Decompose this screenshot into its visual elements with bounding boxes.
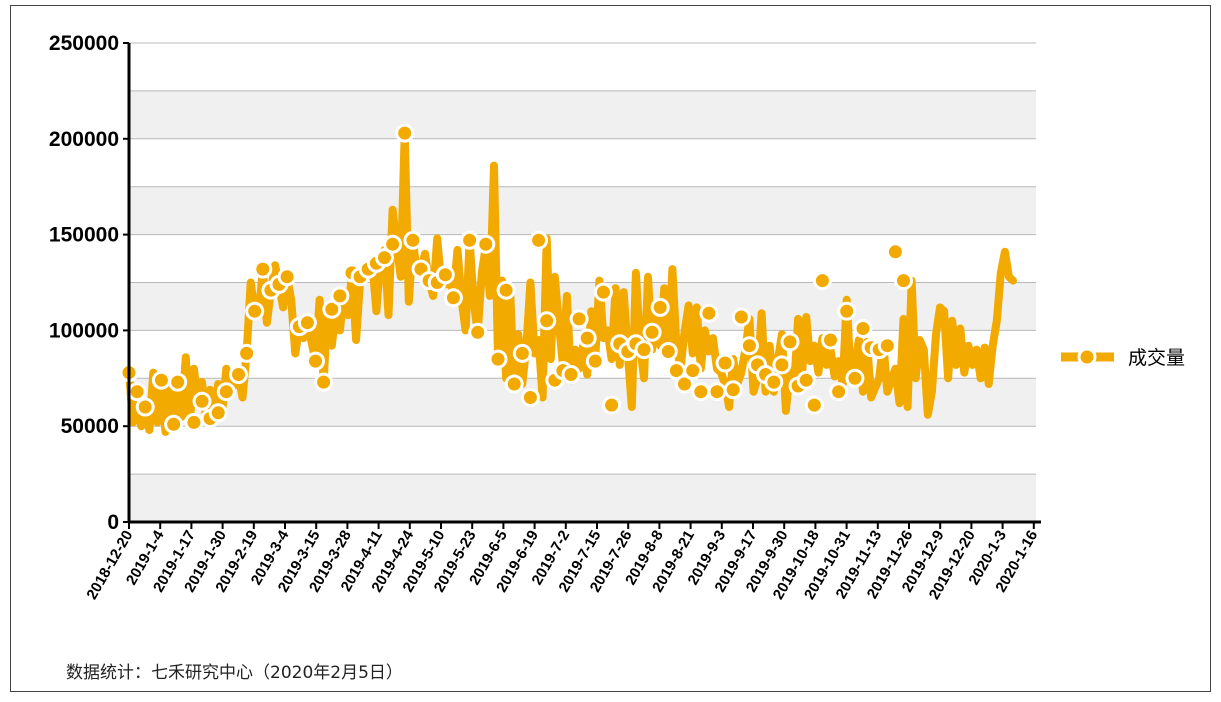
data-point	[577, 328, 597, 348]
legend-marker	[1077, 347, 1097, 367]
data-point	[520, 388, 540, 407]
grid-band	[129, 426, 1036, 475]
data-point	[443, 288, 463, 308]
data-point	[476, 234, 496, 254]
data-point	[216, 382, 236, 402]
data-point	[237, 343, 257, 363]
data-point	[650, 297, 670, 317]
data-point	[435, 265, 455, 285]
data-point	[804, 395, 824, 415]
x-tick-label: 2018-12-20	[83, 528, 136, 603]
data-point	[739, 336, 759, 356]
data-point	[764, 372, 784, 392]
data-point	[529, 230, 549, 250]
line-chart: 0 50000 100000 150000 200000 250000 2018-12-2…	[49, 32, 1185, 602]
data-point	[585, 351, 605, 371]
data-point	[683, 361, 703, 381]
grid-band	[129, 43, 1036, 91]
x-axis-ticks: 2018-12-202019-1-42019-1-172019-1-302019…	[83, 522, 1041, 602]
data-point	[853, 319, 873, 338]
source-note: 数据统计：七禾研究中心（2020年2月5日）	[66, 663, 403, 683]
data-point	[658, 342, 678, 361]
data-point	[561, 365, 581, 384]
data-point	[460, 230, 480, 250]
data-point	[488, 349, 508, 369]
data-point	[184, 412, 204, 432]
grid-band	[129, 186, 1036, 235]
grid-band	[129, 474, 1036, 522]
data-point	[691, 382, 711, 402]
data-point	[675, 374, 694, 394]
data-point	[723, 380, 743, 400]
y-tick-label: 0	[107, 511, 119, 534]
data-point	[151, 370, 171, 390]
data-point	[569, 309, 589, 329]
data-point	[877, 336, 897, 356]
y-tick-label: 250000	[49, 32, 119, 55]
data-point	[537, 311, 557, 331]
data-point	[322, 299, 342, 319]
data-point	[192, 391, 212, 411]
data-point	[602, 395, 622, 415]
legend: 成交量	[1061, 347, 1185, 369]
data-point	[330, 286, 350, 306]
data-point	[403, 230, 423, 250]
data-point	[812, 271, 832, 291]
data-point	[383, 234, 403, 254]
data-point	[468, 322, 488, 342]
series-markers	[119, 123, 913, 434]
data-point	[164, 414, 184, 434]
data-point	[277, 267, 297, 287]
data-point	[504, 374, 524, 394]
data-point	[780, 332, 800, 352]
data-point	[821, 330, 840, 350]
grid-band	[129, 138, 1036, 187]
data-point	[837, 301, 857, 321]
y-tick-label: 50000	[61, 415, 119, 438]
y-tick-label: 200000	[49, 128, 119, 151]
y-tick-label: 150000	[49, 224, 119, 247]
data-point	[127, 382, 147, 402]
data-point	[731, 307, 751, 327]
data-point	[642, 322, 662, 342]
data-point	[229, 365, 248, 384]
data-point	[707, 382, 727, 402]
data-point	[796, 370, 816, 390]
data-point	[245, 301, 265, 321]
data-point	[845, 368, 865, 388]
data-point	[894, 271, 913, 291]
data-point	[253, 259, 273, 279]
data-point	[885, 242, 905, 262]
chart-frame: 0 50000 100000 150000 200000 250000 2018-12-2…	[10, 5, 1211, 692]
legend-label-成交量: 成交量	[1128, 347, 1185, 369]
y-axis-ticks: 0 50000 100000 150000 200000 250000	[49, 32, 129, 534]
data-point	[634, 340, 654, 360]
data-point	[772, 355, 792, 375]
data-point	[699, 303, 719, 323]
grid-band	[129, 90, 1036, 139]
data-point	[306, 351, 325, 371]
y-tick-label: 100000	[49, 319, 119, 342]
data-point	[715, 353, 735, 373]
data-point	[314, 372, 334, 392]
data-point	[512, 343, 532, 363]
data-point	[829, 382, 849, 402]
data-point	[593, 282, 613, 302]
data-point	[135, 397, 155, 417]
data-point	[297, 313, 317, 333]
data-point	[208, 403, 228, 423]
data-point	[496, 280, 516, 300]
data-point	[395, 123, 415, 143]
data-point	[375, 248, 394, 268]
data-point	[168, 372, 188, 392]
